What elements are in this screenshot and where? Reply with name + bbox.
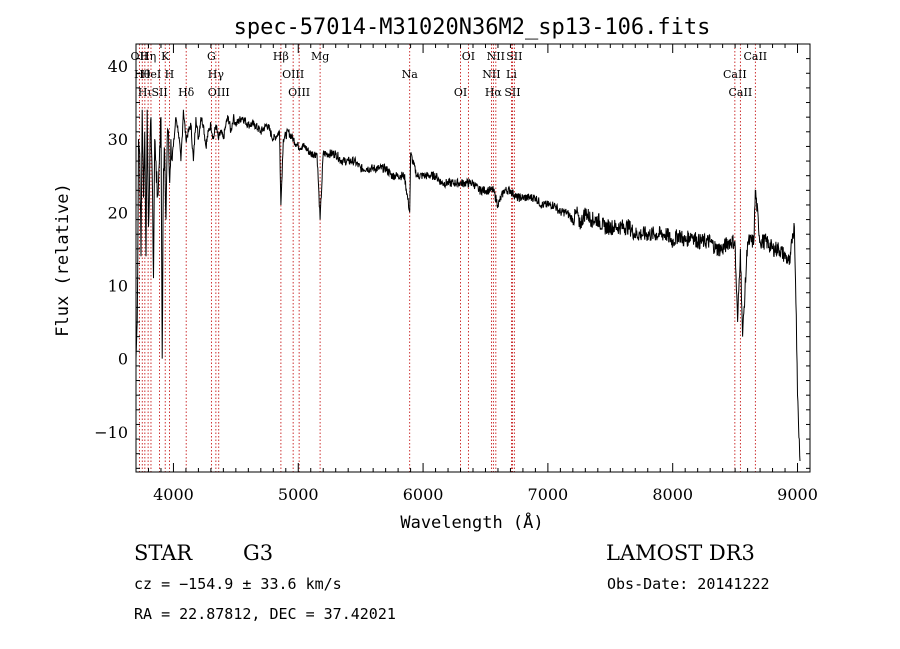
line-label: Hγ	[208, 68, 225, 81]
object-subclass: G3	[243, 541, 273, 565]
survey-name: LAMOST DR3	[606, 541, 755, 565]
plot-frame	[135, 43, 811, 473]
y-tick-label: 20	[108, 203, 128, 222]
line-label: CaII	[723, 68, 747, 81]
y-axis-label: Flux (relative)	[53, 183, 73, 337]
line-markers	[138, 44, 756, 472]
x-tick-label: 8000	[652, 485, 693, 504]
line-label: Hι	[138, 86, 152, 99]
line-label: NII	[487, 50, 505, 63]
x-tick-label: 4000	[153, 485, 194, 504]
x-tick-label: 6000	[403, 485, 444, 504]
line-label: HeI	[141, 68, 161, 81]
chart-title: spec-57014-M31020N36M2_sp13-106.fits	[234, 15, 711, 40]
line-label: G	[207, 50, 216, 63]
y-tick-label: 30	[108, 130, 128, 149]
line-label: Hθ	[134, 68, 151, 81]
y-tick-label: 40	[108, 57, 128, 76]
line-label: OI	[454, 86, 467, 99]
line-label: NII	[482, 68, 500, 81]
line-label: Na	[402, 68, 419, 81]
spectrum-trace	[135, 109, 801, 462]
line-label: SII	[504, 86, 520, 99]
coordinates: RA = 22.87812, DEC = 37.42021	[134, 605, 396, 623]
line-label: Hα	[485, 86, 503, 99]
x-axis-ticks: 4000 5000 6000 7000 8000 9000	[135, 44, 818, 504]
x-tick-label: 9000	[777, 485, 818, 504]
y-axis-ticks: −10 0 10 20 30 40	[94, 57, 810, 469]
y-tick-label: 0	[118, 350, 128, 369]
redshift-readout: cz = −154.9 ± 33.6 km/s	[134, 575, 342, 593]
line-label: CaII	[729, 86, 753, 99]
line-label: H	[165, 68, 175, 81]
y-tick-label: −10	[94, 423, 128, 442]
line-label: OIII	[208, 86, 230, 99]
line-label: OIII	[282, 68, 304, 81]
line-label: SII	[506, 50, 522, 63]
line-label: Hη	[140, 50, 156, 63]
object-class: STAR	[134, 541, 193, 565]
line-label: Mg	[311, 50, 329, 63]
y-tick-label: 10	[108, 276, 128, 295]
line-label: OII	[131, 50, 149, 63]
line-label: Hβ	[273, 50, 289, 63]
line-label: OIII	[288, 86, 310, 99]
line-label: CaII	[743, 50, 767, 63]
line-label: OI	[462, 50, 475, 63]
line-label: Li	[506, 68, 517, 81]
x-axis-label: Wavelength (Å)	[400, 511, 543, 533]
x-tick-label: 5000	[278, 485, 319, 504]
line-label: K	[161, 50, 170, 63]
x-tick-label: 7000	[528, 485, 569, 504]
spectrum-line	[135, 109, 801, 462]
line-label: Hδ	[178, 86, 195, 99]
line-label: SII	[151, 86, 167, 99]
observation-date: Obs-Date: 20141222	[607, 575, 770, 593]
